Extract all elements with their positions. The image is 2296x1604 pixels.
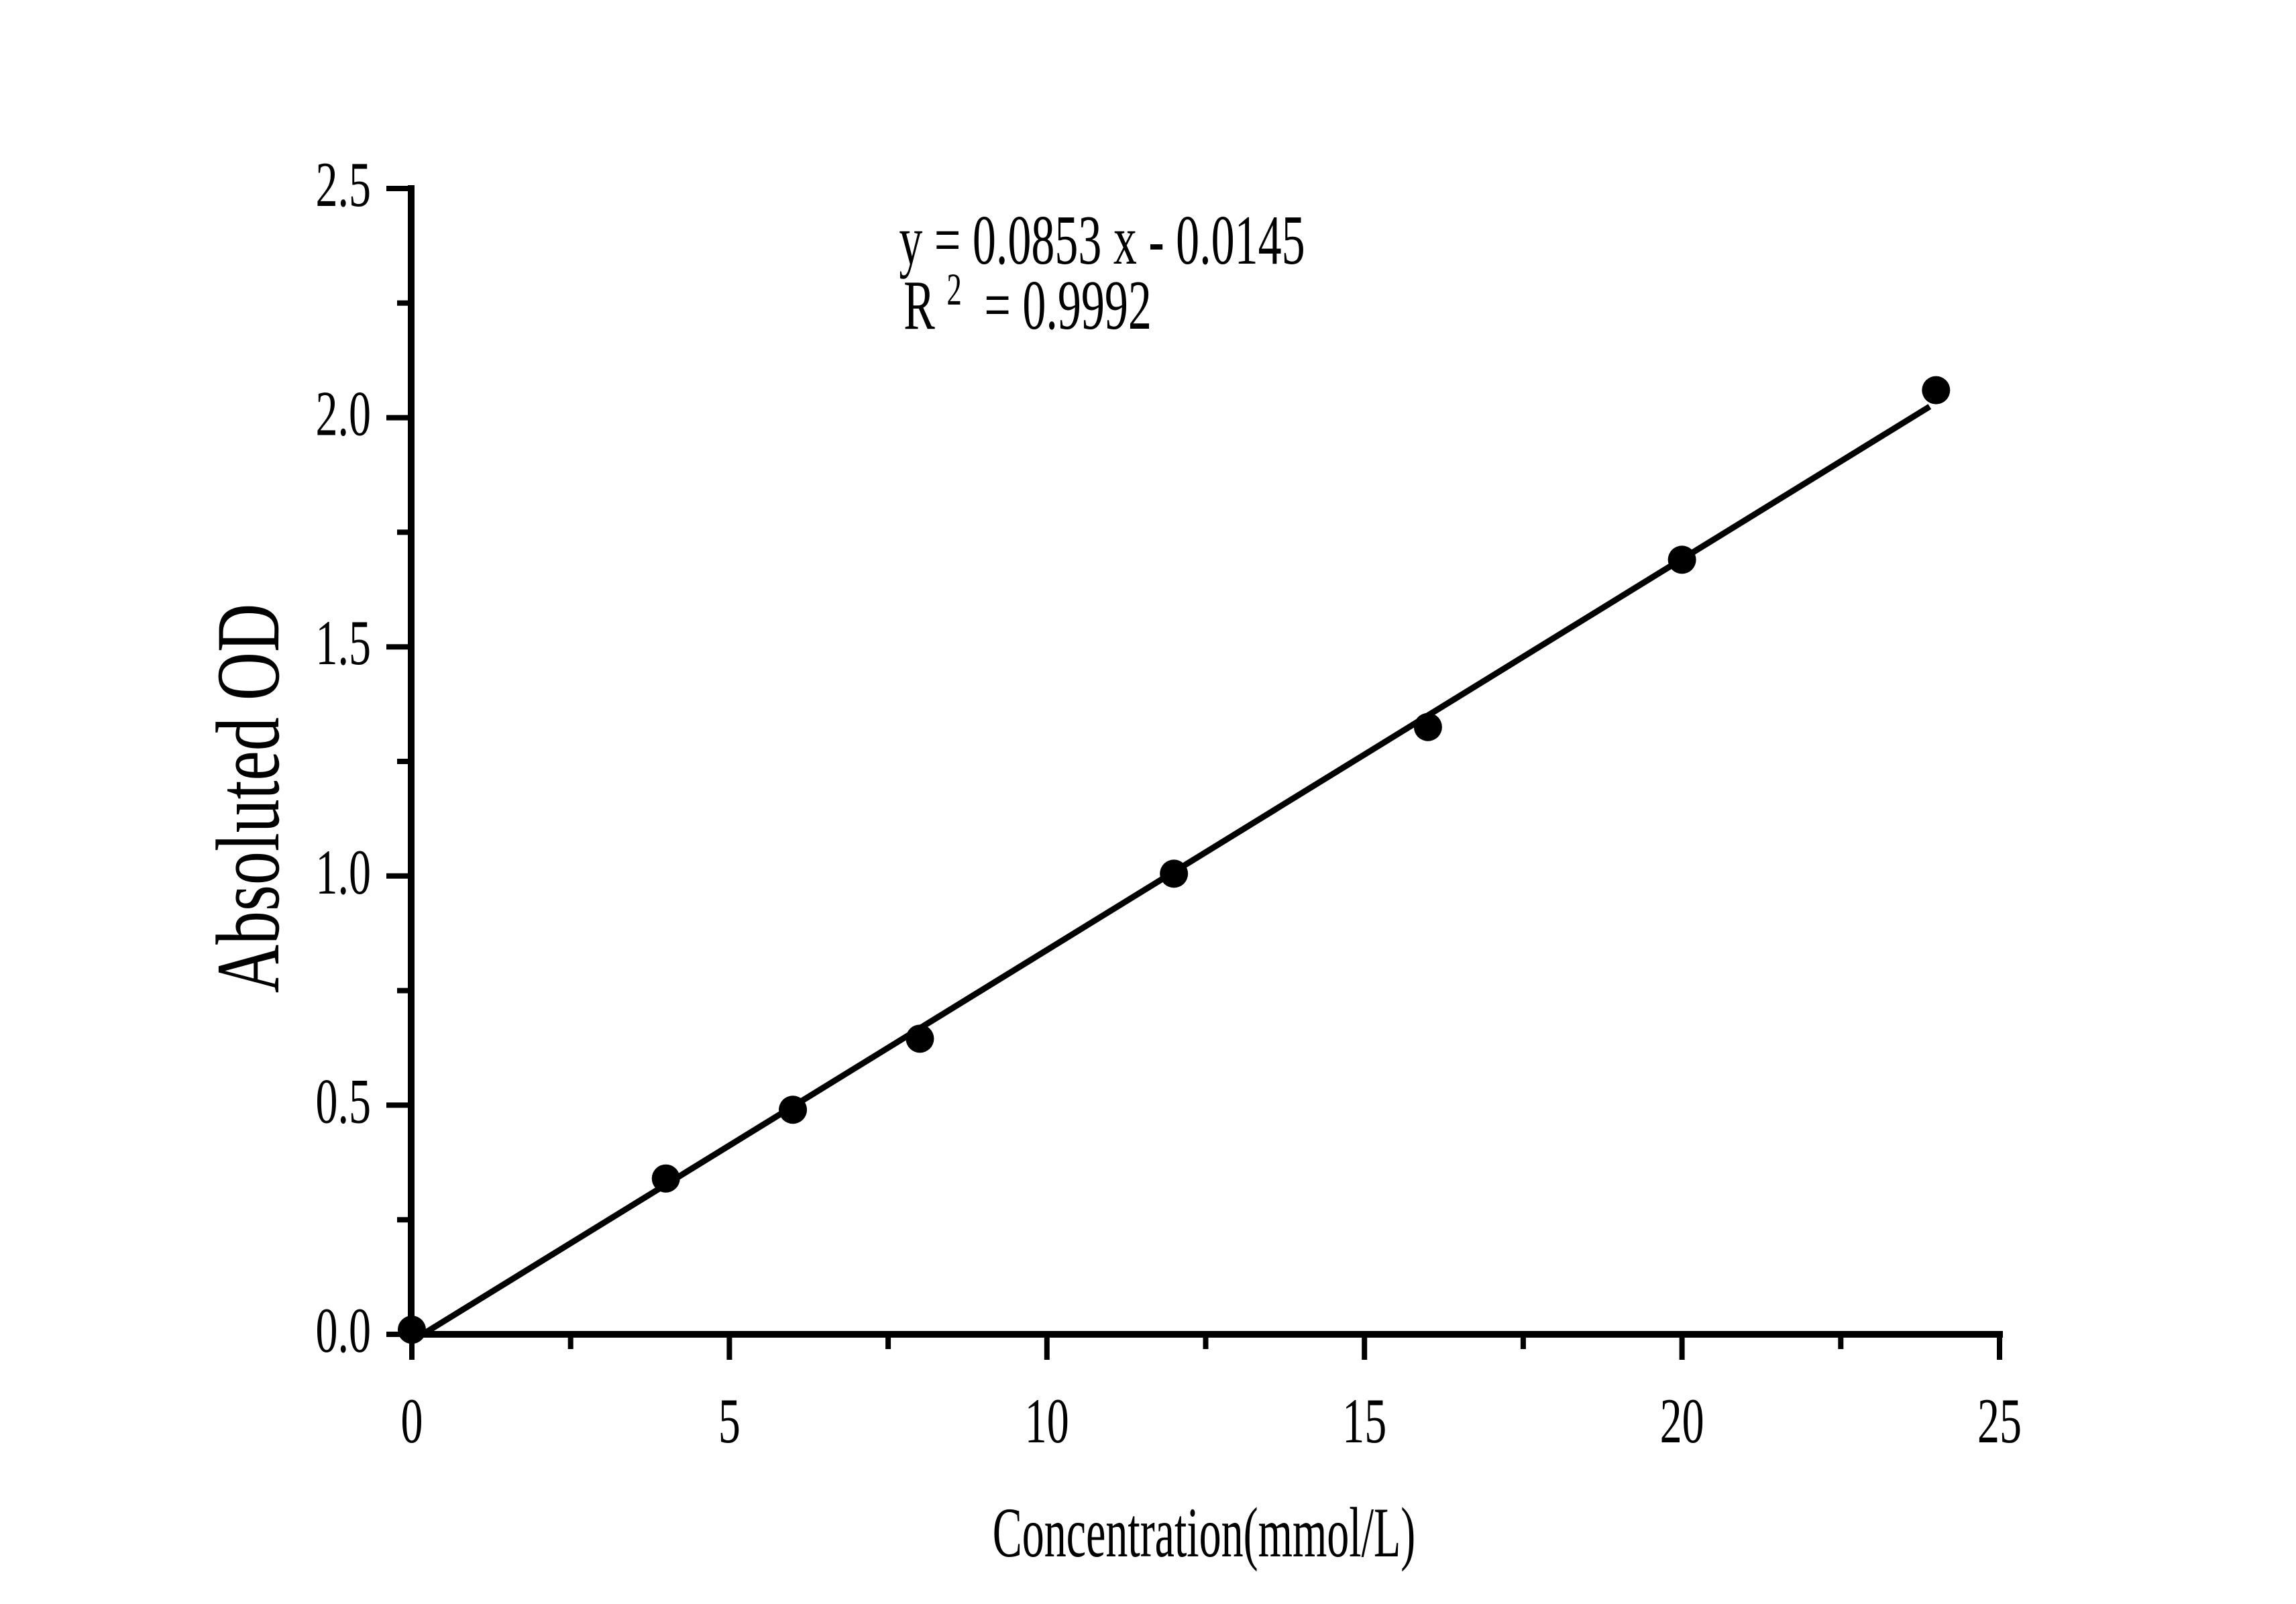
data-point [779, 1095, 808, 1124]
data-point [1922, 376, 1951, 405]
x-tick-label: 20 [1660, 1385, 1704, 1456]
y-tick-label: 1.0 [316, 837, 371, 908]
r-squared-label: R 2 = 0.9992 [904, 242, 1152, 344]
y-tick-label: 0.5 [316, 1065, 371, 1136]
x-axis-title: Concentration(mmol/L) [993, 1495, 1415, 1572]
x-tick-label: 25 [1977, 1385, 2022, 1456]
x-tick-label: 0 [401, 1385, 423, 1456]
x-tick-label: 5 [718, 1385, 741, 1456]
data-point [1668, 545, 1696, 574]
y-tick-label: 2.5 [316, 149, 371, 220]
points-group [398, 376, 1951, 1344]
fit-equation-label: y = 0.0853 x - 0.0145 [899, 201, 1305, 279]
y-axis-title: Absoluted OD [198, 604, 298, 993]
r-squared-prefix: R [904, 266, 935, 344]
y-tick-label: 0.0 [316, 1295, 371, 1366]
x-tick-label: 15 [1342, 1385, 1386, 1456]
y-tick-label: 1.5 [316, 607, 371, 678]
tick-labels-group: 0 5 10 15 20 25 0.0 0.5 1.0 1.5 2.0 2.5 [316, 149, 2022, 1456]
r-squared-superscript: 2 [946, 265, 962, 315]
data-point [1413, 712, 1442, 741]
r-squared-value: = 0.9992 [984, 266, 1151, 344]
data-point [651, 1164, 680, 1193]
x-tick-label: 10 [1025, 1385, 1069, 1456]
data-point [906, 1024, 934, 1053]
data-point [398, 1316, 426, 1344]
y-tick-label: 2.0 [316, 378, 371, 449]
data-point [1160, 859, 1189, 888]
